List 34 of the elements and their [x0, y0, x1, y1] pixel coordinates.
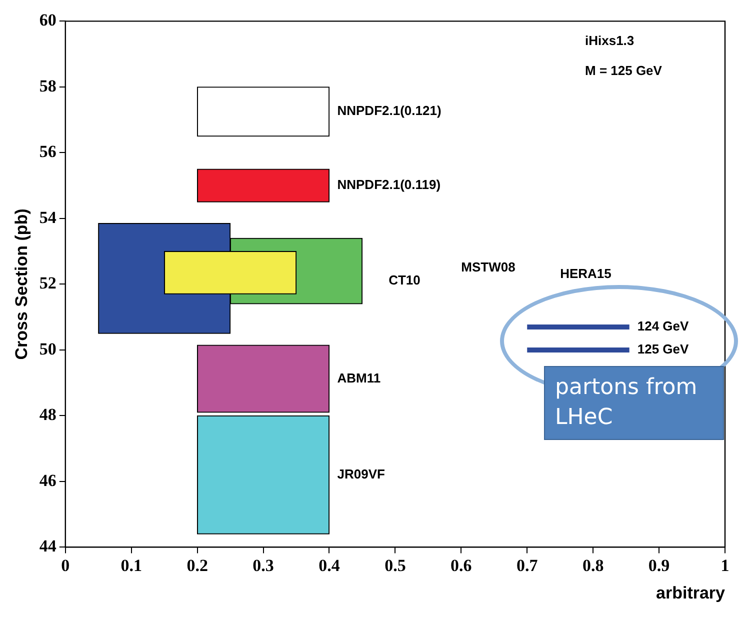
annotation: partons from LHeC	[544, 366, 724, 440]
series-label: NNPDF2.1(0.121)	[337, 103, 442, 118]
annotation: M = 125 GeV	[585, 62, 662, 78]
annotation: iHixs1.3	[585, 32, 634, 48]
y-tick-label: 52	[39, 274, 56, 293]
y-tick-label: 58	[39, 76, 56, 96]
series-label: NNPDF2.1(0.119)	[337, 177, 441, 192]
x-tick-label: 0.5	[384, 556, 406, 575]
annotation: MSTW08	[461, 259, 516, 274]
y-tick-label: 44	[39, 536, 57, 556]
y-tick-label: 48	[39, 405, 56, 424]
series-label: 124 GeV	[637, 318, 689, 334]
annotation: CT10	[388, 272, 420, 288]
x-tick-label: 0.9	[648, 556, 670, 575]
series-label: 125 GeV	[637, 342, 689, 357]
x-tick-label: 0.3	[252, 556, 274, 575]
x-tick-label: 0.2	[186, 556, 208, 575]
x-tick-label: 0.6	[450, 556, 472, 575]
y-tick-label: 54	[39, 208, 57, 227]
y-tick-label: 46	[39, 470, 56, 490]
x-tick-label: 0.7	[516, 556, 538, 575]
series-label: ABM11	[337, 370, 381, 386]
x-tick-label: 0.1	[120, 556, 142, 575]
annotation: HERA15	[560, 266, 612, 281]
x-tick-label: 0	[61, 556, 70, 575]
y-tick-label: 60	[39, 10, 56, 30]
y-axis-title: Cross Section (pb)	[12, 208, 31, 360]
x-axis-title: arbitrary	[656, 583, 726, 602]
x-tick-label: 0.4	[318, 556, 340, 575]
x-tick-label: 0.8	[582, 556, 604, 575]
y-tick-label: 56	[39, 142, 56, 162]
series-label: JR09VF	[337, 466, 385, 482]
y-tick-label: 50	[39, 339, 56, 358]
x-tick-label: 1	[720, 556, 730, 575]
